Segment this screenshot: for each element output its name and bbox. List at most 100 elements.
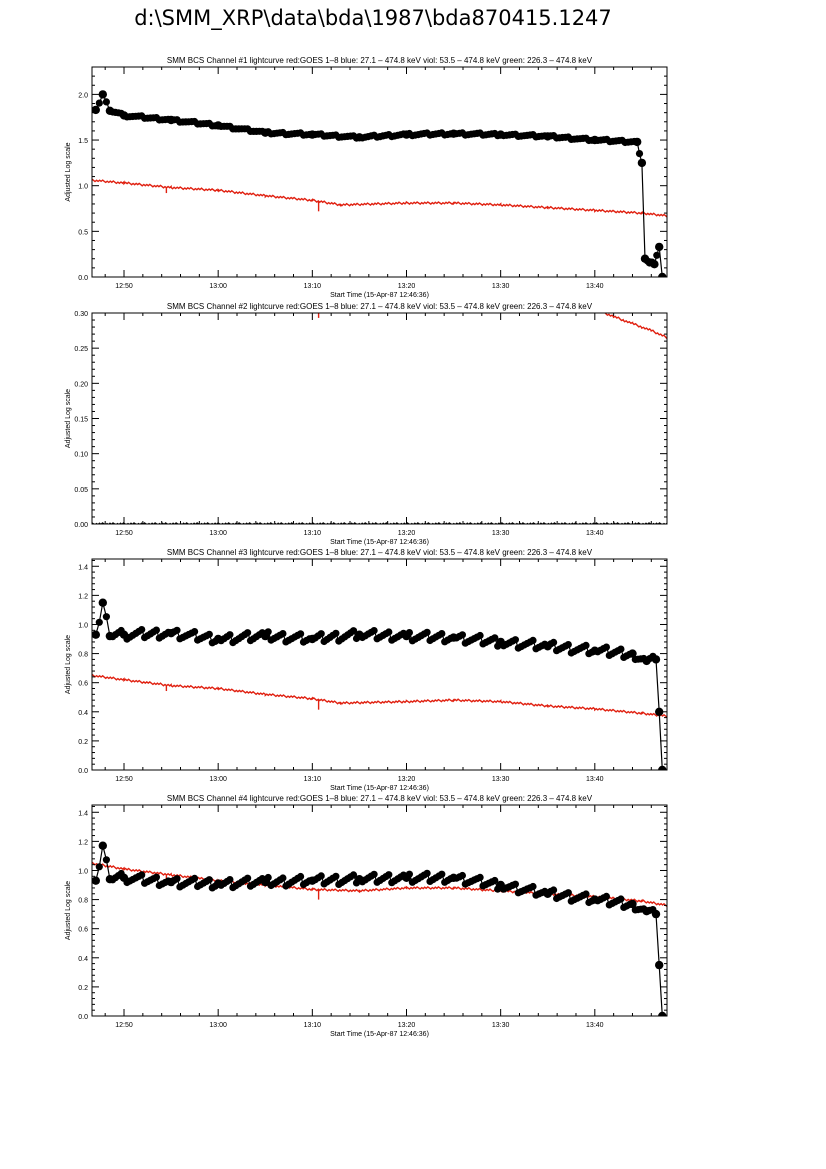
data-point <box>95 863 103 871</box>
y-tick-label: 0.5 <box>78 229 88 236</box>
plot-area <box>92 313 667 524</box>
data-point <box>543 889 552 898</box>
data-point <box>214 634 223 644</box>
data-point <box>166 629 176 638</box>
x-tick-label: 13:20 <box>398 776 416 783</box>
page-title: d:\SMM_XRP\data\bda\1987\bda870415.1247 <box>134 6 612 30</box>
y-tick-label: 0.2 <box>78 985 88 992</box>
data-point <box>244 874 252 882</box>
data-point <box>297 630 305 638</box>
data-point <box>332 629 340 637</box>
data-point <box>476 873 484 882</box>
y-tick-label: 0.0 <box>78 768 88 775</box>
data-point <box>279 874 287 882</box>
data-point <box>658 1011 667 1016</box>
data-point <box>214 121 223 130</box>
data-point <box>402 631 411 641</box>
data-point <box>308 876 317 885</box>
data-point <box>590 646 599 655</box>
data-point <box>476 631 484 640</box>
x-tick-label: 13:10 <box>304 530 322 537</box>
x-tick-label: 13:40 <box>586 530 604 537</box>
data-point <box>449 633 458 642</box>
data-point <box>138 626 146 634</box>
data-point <box>308 130 317 139</box>
data-point <box>550 638 558 647</box>
data-point <box>650 260 659 269</box>
series-line-1 <box>92 178 667 218</box>
y-tick-label: 1.0 <box>78 184 88 191</box>
data-point <box>102 98 110 106</box>
data-point <box>138 871 146 879</box>
data-point <box>370 870 378 878</box>
data-point <box>119 111 129 120</box>
chart-title: SMM BCS Channel #1 lightcurve red:GOES 1… <box>167 56 593 65</box>
plot-frame <box>91 66 668 278</box>
plot-frame <box>91 558 668 771</box>
data-point <box>655 707 664 716</box>
data-point <box>355 133 364 142</box>
y-tick-label: 1.4 <box>78 564 88 571</box>
chart-title: SMM BCS Channel #2 lightcurve red:GOES 1… <box>167 302 593 311</box>
x-tick-label: 13:00 <box>209 530 227 537</box>
x-axis-label: Start Time (15-Apr-87 12:46:36) <box>330 292 429 299</box>
data-point <box>119 630 129 639</box>
x-tick-label: 13:40 <box>586 283 604 290</box>
x-axis-label: Start Time (15-Apr-87 12:46:36) <box>330 1031 429 1038</box>
x-tick-label: 13:00 <box>209 283 227 290</box>
data-point <box>637 158 647 168</box>
data-point <box>152 626 160 634</box>
y-tick-label: 0.20 <box>74 381 88 388</box>
data-point <box>529 882 537 891</box>
data-point <box>370 627 378 635</box>
data-point <box>642 656 651 666</box>
data-point <box>658 765 667 770</box>
data-point <box>385 871 393 879</box>
x-tick-label: 13:10 <box>304 283 322 290</box>
data-point <box>617 645 625 653</box>
data-point <box>102 613 110 621</box>
y-tick-label: 0.0 <box>78 1014 88 1021</box>
series-line-1 <box>92 861 667 908</box>
data-point <box>385 628 393 636</box>
data-point <box>226 876 234 884</box>
y-tick-label: 0.25 <box>74 346 88 353</box>
data-point <box>642 907 651 916</box>
data-point <box>628 899 637 909</box>
x-tick-label: 13:30 <box>492 283 510 290</box>
x-tick-label: 13:10 <box>304 1022 322 1029</box>
data-point <box>529 636 537 645</box>
series-line-1 <box>92 673 667 718</box>
data-point <box>651 909 661 919</box>
data-point <box>261 877 270 887</box>
series-line-2 <box>95 845 663 1016</box>
data-point <box>602 892 611 901</box>
data-point <box>496 637 505 647</box>
data-point <box>582 890 590 898</box>
data-point <box>543 132 552 141</box>
x-tick-label: 13:10 <box>304 776 322 783</box>
x-tick-label: 13:20 <box>398 283 416 290</box>
chart-panel-1: SMM BCS Channel #1 lightcurve red:GOES 1… <box>65 56 668 299</box>
data-point <box>317 872 325 880</box>
data-point <box>173 626 181 634</box>
y-tick-label: 0.4 <box>78 956 88 963</box>
y-tick-label: 0.00 <box>74 522 88 529</box>
data-point <box>226 631 234 639</box>
x-tick-label: 13:00 <box>209 776 227 783</box>
data-point <box>355 630 364 639</box>
data-point <box>655 242 664 252</box>
data-point <box>511 880 519 888</box>
x-tick-label: 12:50 <box>115 283 133 290</box>
data-point <box>511 636 519 644</box>
data-point <box>564 889 572 897</box>
chart-panel-4: SMM BCS Channel #4 lightcurve red:GOES 1… <box>65 794 668 1038</box>
data-point <box>119 873 129 882</box>
data-point <box>402 873 411 882</box>
chart-title: SMM BCS Channel #4 lightcurve red:GOES 1… <box>167 794 593 803</box>
data-point <box>423 628 431 636</box>
x-tick-label: 13:30 <box>492 530 510 537</box>
data-point <box>105 106 115 116</box>
x-tick-label: 13:00 <box>209 1022 227 1029</box>
